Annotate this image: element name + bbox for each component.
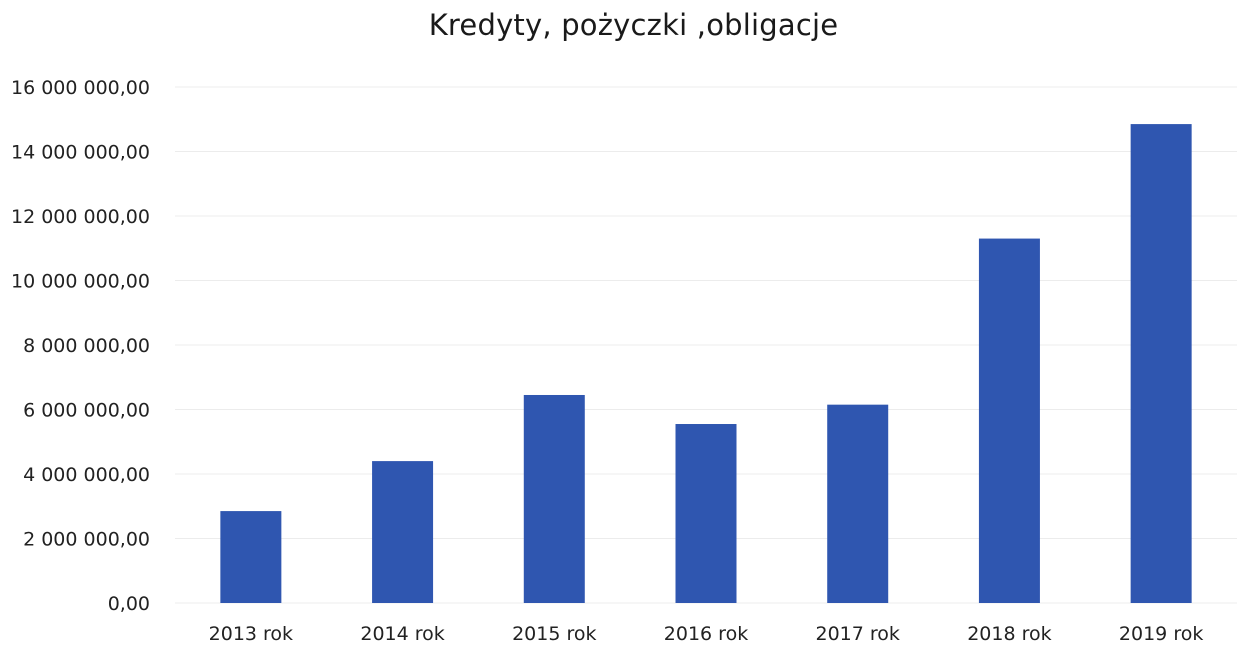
chart-title: Kredyty, pożyczki ,obligacje bbox=[428, 8, 839, 42]
bar-2016-rok bbox=[675, 424, 737, 603]
bar-2017-rok bbox=[827, 404, 889, 603]
x-category-label: 2015 rok bbox=[512, 623, 596, 645]
x-category-label: 2017 rok bbox=[816, 623, 900, 645]
bar-2014-rok bbox=[372, 461, 434, 603]
x-category-label: 2013 rok bbox=[209, 623, 293, 645]
y-tick-label: 10 000 000,00 bbox=[11, 271, 150, 293]
y-tick-label: 4 000 000,00 bbox=[23, 464, 150, 486]
bar-2018-rok bbox=[978, 238, 1040, 603]
y-tick-label: 12 000 000,00 bbox=[11, 206, 150, 228]
x-category-label: 2016 rok bbox=[664, 623, 748, 645]
bar-2015-rok bbox=[523, 394, 585, 603]
bars bbox=[220, 124, 1192, 604]
bar-2013-rok bbox=[220, 511, 282, 603]
y-tick-label: 8 000 000,00 bbox=[23, 335, 150, 357]
x-category-label: 2019 rok bbox=[1119, 623, 1203, 645]
y-tick-label: 14 000 000,00 bbox=[11, 142, 150, 164]
y-axis-ticks: 0,00 2 000 000,00 4 000 000,00 6 000 000,00… bbox=[11, 77, 150, 615]
x-category-label: 2018 rok bbox=[967, 623, 1051, 645]
y-tick-label: 6 000 000,00 bbox=[23, 400, 150, 422]
bar-2019-rok bbox=[1130, 124, 1192, 604]
y-tick-label: 2 000 000,00 bbox=[23, 529, 150, 551]
x-axis-labels: 2013 rok 2014 rok 2015 rok 2016 rok 2017 rok… bbox=[209, 623, 1204, 645]
y-tick-label: 0,00 bbox=[108, 593, 150, 615]
y-tick-label: 16 000 000,00 bbox=[11, 77, 150, 99]
x-category-label: 2014 rok bbox=[360, 623, 444, 645]
